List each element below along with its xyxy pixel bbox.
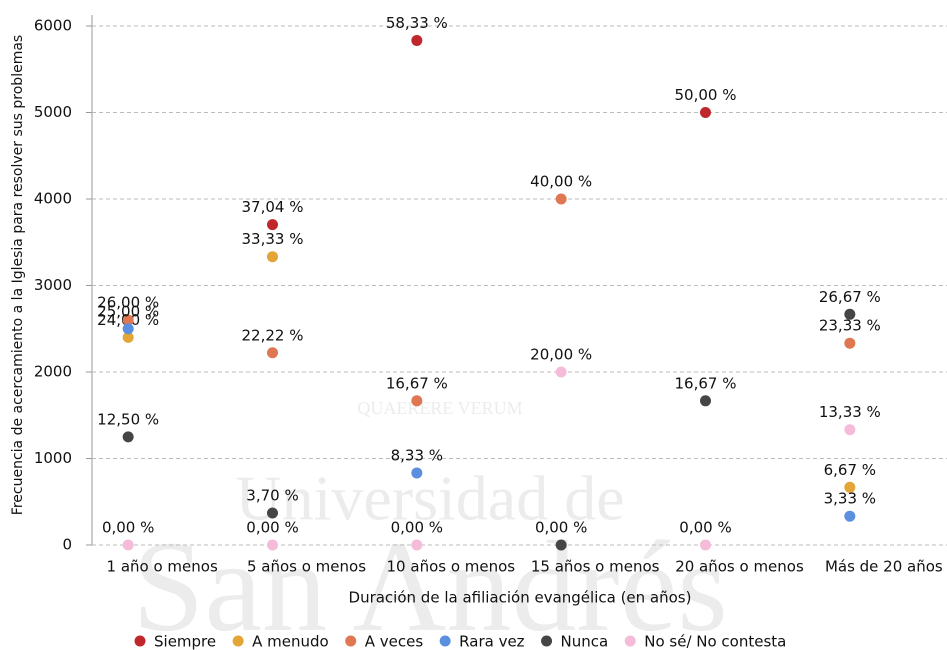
data-label: 8,33 % bbox=[391, 446, 443, 464]
legend-marker bbox=[440, 636, 451, 647]
y-tick-label: 3000 bbox=[34, 276, 72, 294]
y-tick-label: 6000 bbox=[34, 17, 72, 35]
data-label: 3,70 % bbox=[246, 486, 298, 504]
data-label: 0,00 % bbox=[246, 519, 298, 537]
data-point bbox=[267, 347, 278, 358]
data-label: 22,22 % bbox=[242, 326, 304, 344]
x-tick-label: Más de 20 años bbox=[825, 558, 943, 576]
data-point bbox=[411, 395, 422, 406]
data-point bbox=[700, 107, 711, 118]
data-point bbox=[411, 35, 422, 46]
chart: Universidad de San Andrés QUAERERE VERUM… bbox=[0, 0, 947, 650]
data-point bbox=[267, 219, 278, 230]
x-tick-label: 5 años o menos bbox=[247, 558, 366, 576]
data-point bbox=[267, 251, 278, 262]
x-tick-label: 15 años o menos bbox=[531, 558, 660, 576]
legend-label: Nunca bbox=[561, 633, 609, 650]
data-point bbox=[267, 540, 278, 551]
data-point bbox=[411, 467, 422, 478]
data-point bbox=[700, 540, 711, 551]
y-tick-label: 4000 bbox=[34, 190, 72, 208]
legend-label: A menudo bbox=[252, 633, 329, 650]
data-label: 33,33 % bbox=[242, 230, 304, 248]
x-tick-label: 20 años o menos bbox=[675, 558, 804, 576]
data-point bbox=[844, 424, 855, 435]
data-point bbox=[411, 540, 422, 551]
x-axis-label: Duración de la afiliación evangélica (en… bbox=[349, 589, 692, 607]
y-tick-label: 2000 bbox=[34, 363, 72, 381]
legend-marker bbox=[345, 636, 356, 647]
legend-marker bbox=[135, 636, 146, 647]
legend-marker bbox=[233, 636, 244, 647]
data-label: 6,67 % bbox=[824, 461, 876, 479]
legend-label: A veces bbox=[365, 633, 424, 650]
y-tick-label: 0 bbox=[62, 536, 72, 554]
y-axis-label: Frecuencia de acercamiento a la Iglesia … bbox=[10, 35, 26, 515]
data-point bbox=[844, 511, 855, 522]
data-point bbox=[123, 540, 134, 551]
data-label: 40,00 % bbox=[530, 173, 592, 191]
data-point bbox=[844, 338, 855, 349]
data-label: 58,33 % bbox=[386, 14, 448, 32]
data-point bbox=[556, 194, 567, 205]
data-label: 12,50 % bbox=[97, 410, 159, 428]
x-tick-label: 10 años o menos bbox=[387, 558, 516, 576]
data-label: 0,00 % bbox=[535, 519, 587, 537]
data-point bbox=[267, 507, 278, 518]
legend-marker bbox=[625, 636, 636, 647]
watermark: QUAERERE VERUM bbox=[357, 398, 522, 418]
data-label: 16,67 % bbox=[386, 374, 448, 392]
x-tick-label: 1 año o menos bbox=[107, 558, 218, 576]
data-label: 50,00 % bbox=[675, 86, 737, 104]
legend-label: Siempre bbox=[154, 633, 216, 650]
data-point bbox=[844, 309, 855, 320]
data-label: 16,67 % bbox=[675, 374, 737, 392]
y-tick-label: 5000 bbox=[34, 103, 72, 121]
data-label: 13,33 % bbox=[819, 403, 881, 421]
data-point bbox=[556, 367, 567, 378]
data-point bbox=[700, 395, 711, 406]
data-label: 0,00 % bbox=[391, 519, 443, 537]
legend-marker bbox=[541, 636, 552, 647]
data-label: 3,33 % bbox=[824, 490, 876, 508]
data-label: 0,00 % bbox=[102, 519, 154, 537]
legend-label: No sé/ No contesta bbox=[644, 633, 786, 650]
data-label: 0,00 % bbox=[679, 519, 731, 537]
data-point bbox=[123, 323, 134, 334]
data-label: 26,67 % bbox=[819, 288, 881, 306]
data-point bbox=[123, 431, 134, 442]
y-tick-label: 1000 bbox=[34, 449, 72, 467]
data-label: 20,00 % bbox=[530, 346, 592, 364]
data-label: 25,00 % bbox=[97, 302, 159, 320]
data-label: 37,04 % bbox=[242, 198, 304, 216]
legend-label: Rara vez bbox=[459, 633, 525, 650]
data-point bbox=[556, 540, 567, 551]
